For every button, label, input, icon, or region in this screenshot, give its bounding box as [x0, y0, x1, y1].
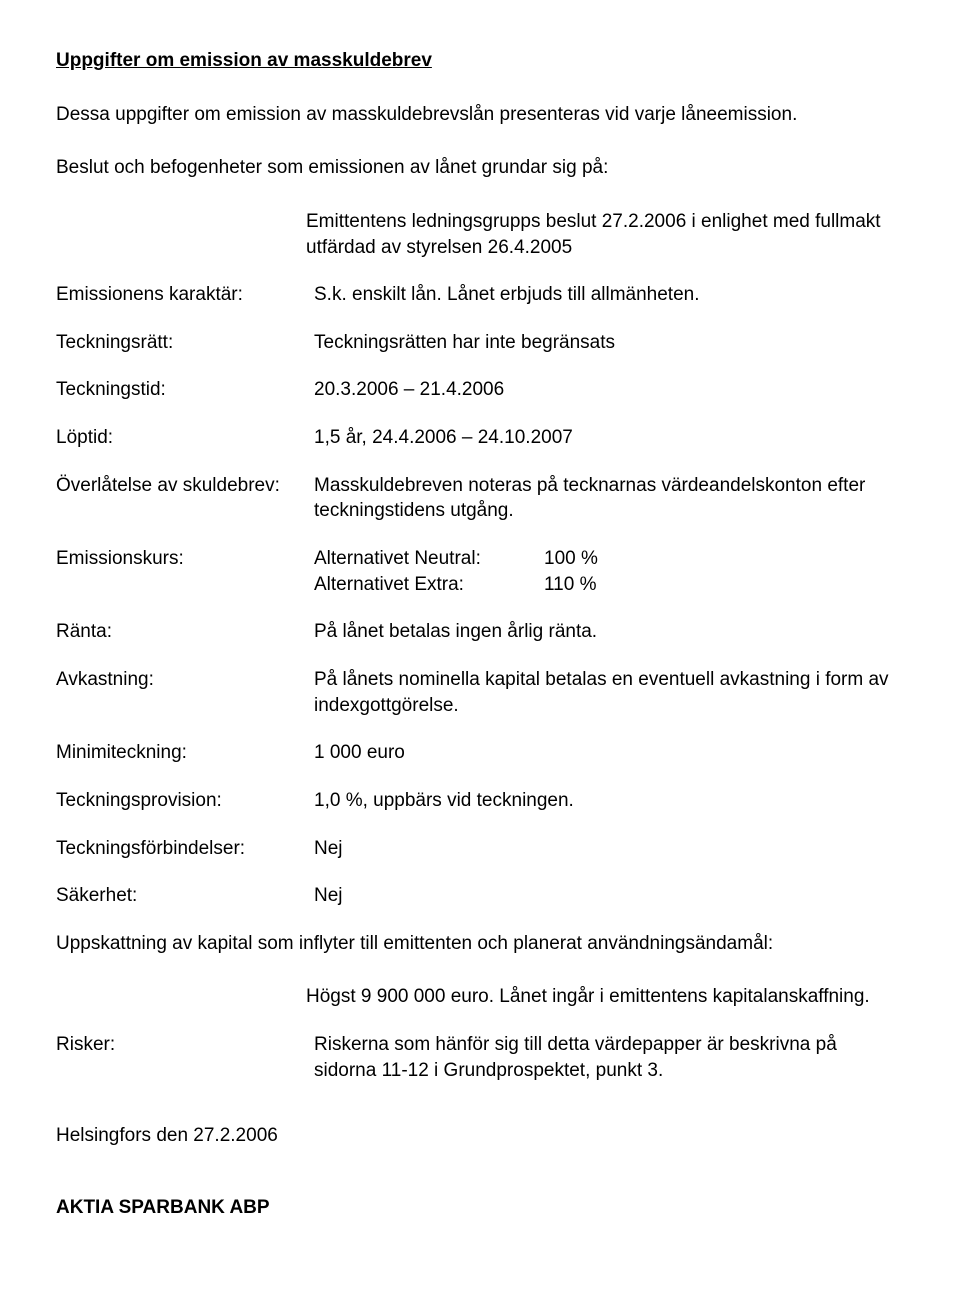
value-emissionskurs: Alternativet Neutral: 100 % Alternativet…	[314, 546, 904, 597]
label-loptid: Löptid:	[56, 425, 314, 451]
label-karaktar: Emissionens karaktär:	[56, 282, 314, 308]
value-risker: Riskerna som hänför sig till detta värde…	[314, 1032, 904, 1083]
row-minimiteckning: Minimiteckning: 1 000 euro	[56, 740, 904, 766]
row-risker: Risker: Riskerna som hänför sig till det…	[56, 1032, 904, 1083]
label-avkastning: Avkastning:	[56, 667, 314, 693]
label-teckningsprovision: Teckningsprovision:	[56, 788, 314, 814]
label-sakerhet: Säkerhet:	[56, 883, 314, 909]
row-teckningsratt: Teckningsrätt: Teckningsrätten har inte …	[56, 330, 904, 356]
row-sakerhet: Säkerhet: Nej	[56, 883, 904, 909]
label-minimiteckning: Minimiteckning:	[56, 740, 314, 766]
decision-heading: Beslut och befogenheter som emissionen a…	[56, 155, 904, 181]
row-teckningsprovision: Teckningsprovision: 1,0 %, uppbärs vid t…	[56, 788, 904, 814]
label-teckningsforbindelser: Teckningsförbindelser:	[56, 836, 314, 862]
row-loptid: Löptid: 1,5 år, 24.4.2006 – 24.10.2007	[56, 425, 904, 451]
label-ranta: Ränta:	[56, 619, 314, 645]
value-teckningsprovision: 1,0 %, uppbärs vid teckningen.	[314, 788, 904, 814]
estimate-heading: Uppskattning av kapital som inflyter til…	[56, 931, 904, 957]
value-karaktar: S.k. enskilt lån. Lånet erbjuds till all…	[314, 282, 904, 308]
value-loptid: 1,5 år, 24.4.2006 – 24.10.2007	[314, 425, 904, 451]
row-teckningsforbindelser: Teckningsförbindelser: Nej	[56, 836, 904, 862]
label-risker: Risker:	[56, 1032, 314, 1058]
value-minimiteckning: 1 000 euro	[314, 740, 904, 766]
footer-date: Helsingfors den 27.2.2006	[56, 1123, 904, 1149]
footer-company: AKTIA SPARBANK ABP	[56, 1195, 904, 1221]
value-teckningstid: 20.3.2006 – 21.4.2006	[314, 377, 904, 403]
label-teckningsratt: Teckningsrätt:	[56, 330, 314, 356]
emissionskurs-line2-label: Alternativet Extra:	[314, 572, 544, 598]
row-karaktar: Emissionens karaktär: S.k. enskilt lån. …	[56, 282, 904, 308]
value-teckningsforbindelser: Nej	[314, 836, 904, 862]
label-overlatelse: Överlåtelse av skuldebrev:	[56, 473, 314, 499]
estimate-value: Högst 9 900 000 euro. Lånet ingår i emit…	[56, 984, 904, 1010]
row-teckningstid: Teckningstid: 20.3.2006 – 21.4.2006	[56, 377, 904, 403]
emissionskurs-line2-value: 110 %	[544, 572, 904, 598]
row-overlatelse: Överlåtelse av skuldebrev: Masskuldebrev…	[56, 473, 904, 524]
emissionskurs-line1-label: Alternativet Neutral:	[314, 546, 544, 572]
data-rows: Emissionens karaktär: S.k. enskilt lån. …	[56, 282, 904, 909]
intro-paragraph: Dessa uppgifter om emission av masskulde…	[56, 102, 904, 128]
row-ranta: Ränta: På lånet betalas ingen årlig ränt…	[56, 619, 904, 645]
label-teckningstid: Teckningstid:	[56, 377, 314, 403]
emissionskurs-line1-value: 100 %	[544, 546, 904, 572]
row-avkastning: Avkastning: På lånets nominella kapital …	[56, 667, 904, 718]
value-sakerhet: Nej	[314, 883, 904, 909]
label-emissionskurs: Emissionskurs:	[56, 546, 314, 572]
value-overlatelse: Masskuldebreven noteras på tecknarnas vä…	[314, 473, 904, 524]
value-teckningsratt: Teckningsrätten har inte begränsats	[314, 330, 904, 356]
value-avkastning: På lånets nominella kapital betalas en e…	[314, 667, 904, 718]
value-ranta: På lånet betalas ingen årlig ränta.	[314, 619, 904, 645]
decision-value: Emittentens ledningsgrupps beslut 27.2.2…	[56, 209, 904, 260]
row-emissionskurs: Emissionskurs: Alternativet Neutral: 100…	[56, 546, 904, 597]
page-title: Uppgifter om emission av masskuldebrev	[56, 48, 904, 74]
